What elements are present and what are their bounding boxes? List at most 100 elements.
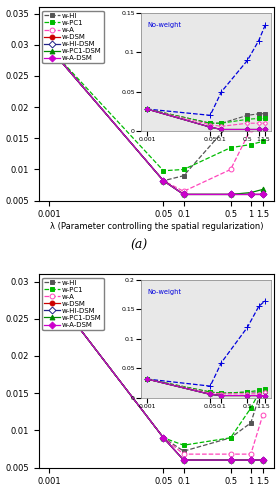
w-PC1	[261, 383, 264, 389]
w-HI-DSM	[229, 191, 232, 197]
w-DSM	[48, 45, 51, 51]
Line: w-HI-DSM: w-HI-DSM	[47, 45, 265, 197]
w-HI	[162, 435, 165, 441]
w-HI	[48, 45, 51, 51]
w-A-DSM	[229, 457, 232, 463]
Line: w-HI-DSM: w-HI-DSM	[47, 286, 265, 463]
w-DSM	[229, 457, 232, 463]
w-A-DSM	[48, 286, 51, 292]
w-HI-DSM	[48, 45, 51, 51]
w-DSM	[249, 191, 252, 197]
w-HI-DSM	[182, 191, 185, 197]
Line: w-DSM: w-DSM	[47, 286, 265, 463]
w-HI-DSM	[261, 191, 264, 197]
w-A-DSM	[182, 457, 185, 463]
w-A-DSM	[162, 435, 165, 441]
w-HI	[162, 178, 165, 184]
Line: w-HI: w-HI	[47, 286, 265, 453]
w-DSM	[249, 457, 252, 463]
w-A	[182, 451, 185, 457]
w-HI	[229, 435, 232, 441]
w-PC1	[162, 435, 165, 441]
w-A	[229, 167, 232, 172]
w-PC1	[182, 167, 185, 172]
w-PC1-DSM	[162, 435, 165, 441]
X-axis label: λ (Parameter controlling the spatial regularization): λ (Parameter controlling the spatial reg…	[50, 222, 263, 231]
w-PC1-DSM	[249, 457, 252, 463]
w-HI	[182, 448, 185, 454]
Line: w-A-DSM: w-A-DSM	[47, 45, 265, 197]
w-PC1	[48, 45, 51, 51]
w-A	[162, 435, 165, 441]
Legend: w-HI, w-PC1, w-A, w-DSM, w-HI-DSM, w-PC1-DSM, w-A-DSM: w-HI, w-PC1, w-A, w-DSM, w-HI-DSM, w-PC1…	[42, 278, 104, 330]
Line: w-HI: w-HI	[47, 45, 265, 183]
w-A-DSM	[229, 191, 232, 197]
w-HI	[249, 420, 252, 426]
w-PC1-DSM	[182, 457, 185, 463]
w-PC1-DSM	[162, 178, 165, 184]
w-PC1-DSM	[48, 45, 51, 51]
w-HI-DSM	[162, 435, 165, 441]
w-PC1-DSM	[48, 286, 51, 292]
Line: w-PC1: w-PC1	[47, 286, 265, 448]
w-A-DSM	[162, 178, 165, 184]
Y-axis label: RMSE$_e$: RMSE$_e$	[0, 353, 4, 389]
w-HI-DSM	[229, 457, 232, 463]
w-A	[249, 126, 252, 132]
w-PC1	[249, 405, 252, 411]
w-HI	[249, 104, 252, 110]
w-A-DSM	[182, 191, 185, 197]
w-A	[48, 286, 51, 292]
w-DSM	[182, 191, 185, 197]
w-DSM	[261, 457, 264, 463]
w-A	[261, 104, 264, 110]
w-DSM	[261, 191, 264, 197]
w-HI-DSM	[48, 286, 51, 292]
Line: w-PC1: w-PC1	[47, 45, 265, 173]
w-DSM	[48, 286, 51, 292]
Legend: w-HI, w-PC1, w-A, w-DSM, w-HI-DSM, w-PC1-DSM, w-A-DSM: w-HI, w-PC1, w-A, w-DSM, w-HI-DSM, w-PC1…	[42, 11, 104, 63]
w-PC1	[229, 435, 232, 441]
w-A-DSM	[48, 45, 51, 51]
w-PC1	[162, 168, 165, 174]
w-HI-DSM	[261, 457, 264, 463]
Line: w-PC1-DSM: w-PC1-DSM	[47, 45, 265, 197]
w-PC1-DSM	[229, 191, 232, 197]
Y-axis label: RMSE$_w$: RMSE$_w$	[0, 85, 4, 123]
w-PC1-DSM	[261, 187, 264, 192]
w-DSM	[162, 435, 165, 441]
w-DSM	[162, 178, 165, 184]
w-HI-DSM	[249, 457, 252, 463]
w-A	[182, 188, 185, 194]
w-PC1-DSM	[229, 457, 232, 463]
w-A	[229, 451, 232, 457]
w-HI-DSM	[249, 191, 252, 197]
Line: w-A: w-A	[47, 45, 265, 194]
w-HI	[182, 173, 185, 179]
Line: w-PC1-DSM: w-PC1-DSM	[47, 286, 265, 463]
w-DSM	[229, 191, 232, 197]
w-A-DSM	[261, 191, 264, 197]
w-HI	[261, 383, 264, 389]
w-HI	[261, 95, 264, 101]
w-HI-DSM	[182, 457, 185, 463]
w-PC1-DSM	[249, 189, 252, 195]
w-A	[249, 451, 252, 457]
w-HI-DSM	[162, 178, 165, 184]
w-HI	[48, 286, 51, 292]
w-A-DSM	[261, 457, 264, 463]
Line: w-A: w-A	[47, 286, 265, 457]
w-PC1-DSM	[182, 191, 185, 197]
w-DSM	[182, 457, 185, 463]
Line: w-A-DSM: w-A-DSM	[47, 286, 265, 463]
w-A-DSM	[249, 457, 252, 463]
w-A	[48, 45, 51, 51]
w-A	[261, 412, 264, 418]
w-PC1-DSM	[261, 457, 264, 463]
w-PC1	[229, 145, 232, 150]
w-PC1	[249, 142, 252, 148]
w-A	[162, 178, 165, 184]
w-PC1	[182, 442, 185, 448]
Text: (a): (a)	[130, 239, 148, 251]
w-PC1	[48, 286, 51, 292]
